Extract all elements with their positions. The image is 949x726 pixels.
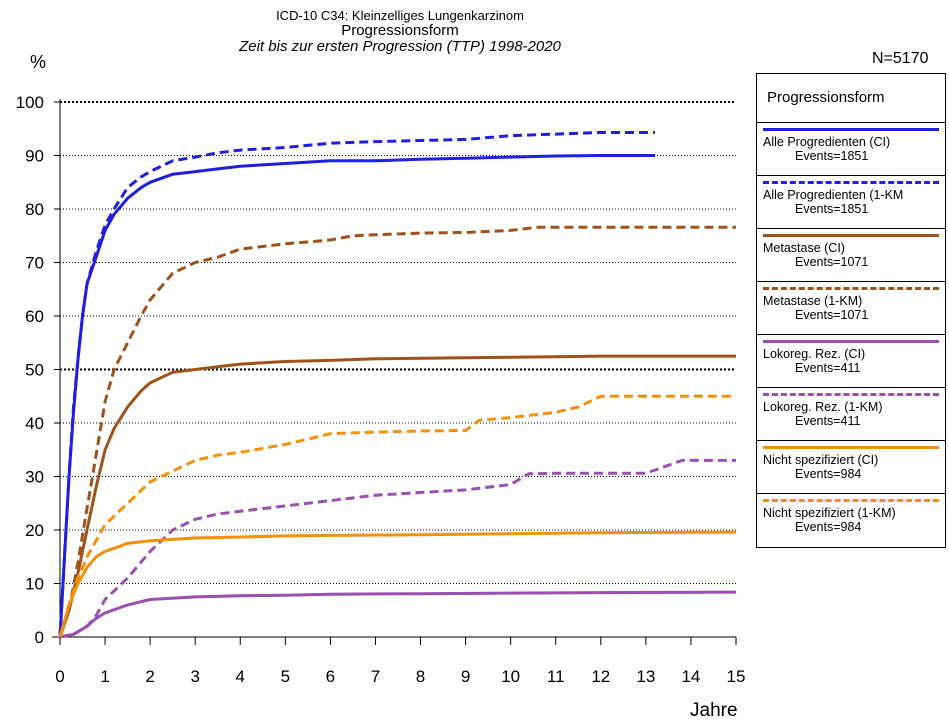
legend-swatch-4 (763, 287, 939, 290)
series-line-8 (58, 394, 736, 638)
series-line-2 (58, 131, 655, 638)
series-line-6 (59, 458, 736, 639)
legend-swatch-6 (763, 393, 939, 396)
x-tick-label-2: 2 (145, 667, 154, 686)
legend-item-6: Lokoreg. Rez. (1-KM) Events=411 (757, 388, 945, 441)
legend-swatch-2 (763, 181, 939, 184)
legend-item-2: Alle Progredienten (1-KM Events=1851 (757, 176, 945, 229)
legend-swatch-5 (763, 340, 939, 343)
x-tick-label-10: 10 (501, 667, 520, 686)
n-count-label: N=5170 (872, 50, 929, 67)
y-tick-label-100: 100 (16, 93, 44, 112)
y-tick-label-80: 80 (25, 200, 44, 219)
legend-label-8: Nicht spezifiziert (1-KM) (763, 506, 896, 520)
legend-events-6: Events=411 (795, 414, 861, 428)
legend-events-4: Events=1071 (795, 308, 869, 322)
x-tick-label-1: 1 (100, 667, 109, 686)
x-tick-label-4: 4 (236, 667, 245, 686)
y-tick-label-90: 90 (25, 147, 44, 166)
legend-item-5: Lokoreg. Rez. (CI) Events=411 (757, 335, 945, 388)
x-tick-label-14: 14 (681, 667, 700, 686)
x-tick-label-3: 3 (190, 667, 199, 686)
series-line-4 (58, 225, 736, 638)
series-line-3 (58, 354, 736, 638)
x-tick-label-5: 5 (281, 667, 290, 686)
legend-events-8: Events=984 (795, 520, 862, 534)
legend-label-6: Lokoreg. Rez. (1-KM) (763, 400, 883, 414)
legend-label-1: Alle Progredienten (CI) (763, 135, 891, 149)
y-tick-label-0: 0 (35, 628, 44, 647)
y-axis-label: % (30, 52, 47, 72)
legend-label-5: Lokoreg. Rez. (CI) (763, 347, 866, 361)
legend-title: Progressionsform (757, 74, 945, 123)
x-tick-label-9: 9 (461, 667, 470, 686)
legend-label-7: Nicht spezifiziert (CI) (763, 453, 879, 467)
y-tick-label-40: 40 (25, 414, 44, 433)
x-tick-label-8: 8 (416, 667, 425, 686)
legend-item-7: Nicht spezifiziert (CI) Events=984 (757, 441, 945, 494)
x-tick-label-11: 11 (547, 667, 565, 686)
legend: Progressionsform Alle Progredienten (CI)… (756, 73, 946, 548)
chart-title: ICD-10 C34: Kleinzelliges Lungenkarzinom (276, 8, 524, 23)
x-tick-label-7: 7 (371, 667, 380, 686)
legend-swatch-7 (763, 446, 939, 449)
legend-events-3: Events=1071 (795, 255, 869, 269)
series-line-7 (58, 530, 737, 638)
y-tick-label-10: 10 (25, 575, 44, 594)
y-tick-label-60: 60 (25, 307, 44, 326)
x-tick-label-12: 12 (591, 667, 610, 686)
legend-events-1: Events=1851 (795, 149, 869, 163)
legend-events-7: Events=984 (795, 467, 862, 481)
legend-item-8: Nicht spezifiziert (1-KM) Events=984 (757, 494, 945, 547)
y-tick-label-30: 30 (25, 468, 44, 487)
y-tick-label-50: 50 (25, 361, 44, 380)
x-axis-label: Jahre (690, 700, 738, 721)
legend-item-1: Alle Progredienten (CI) Events=1851 (757, 123, 945, 176)
x-tick-label-6: 6 (326, 667, 335, 686)
legend-label-3: Metastase (CI) (763, 241, 845, 255)
legend-swatch-3 (763, 234, 939, 237)
legend-label-4: Metastase (1-KM) (763, 294, 863, 308)
legend-swatch-1 (763, 128, 939, 131)
legend-events-5: Events=411 (795, 361, 861, 375)
chart-subtitle: Progressionsform (341, 22, 459, 39)
legend-swatch-8 (763, 499, 939, 502)
legend-items: Alle Progredienten (CI) Events=1851 Alle P… (757, 123, 945, 547)
series-line-5 (59, 590, 737, 639)
legend-events-2: Events=1851 (795, 202, 869, 216)
x-tick-label-13: 13 (636, 667, 655, 686)
x-tick-label-0: 0 (55, 667, 64, 686)
legend-item-3: Metastase (CI) Events=1071 (757, 229, 945, 282)
y-tick-label-70: 70 (25, 254, 44, 273)
legend-item-4: Metastase (1-KM) Events=1071 (757, 282, 945, 335)
legend-label-2: Alle Progredienten (1-KM (763, 188, 904, 202)
chart-subtitle-2: Zeit bis zur ersten Progression (TTP) 19… (239, 38, 561, 55)
y-tick-label-20: 20 (25, 521, 44, 540)
x-tick-label-15: 15 (727, 667, 746, 686)
